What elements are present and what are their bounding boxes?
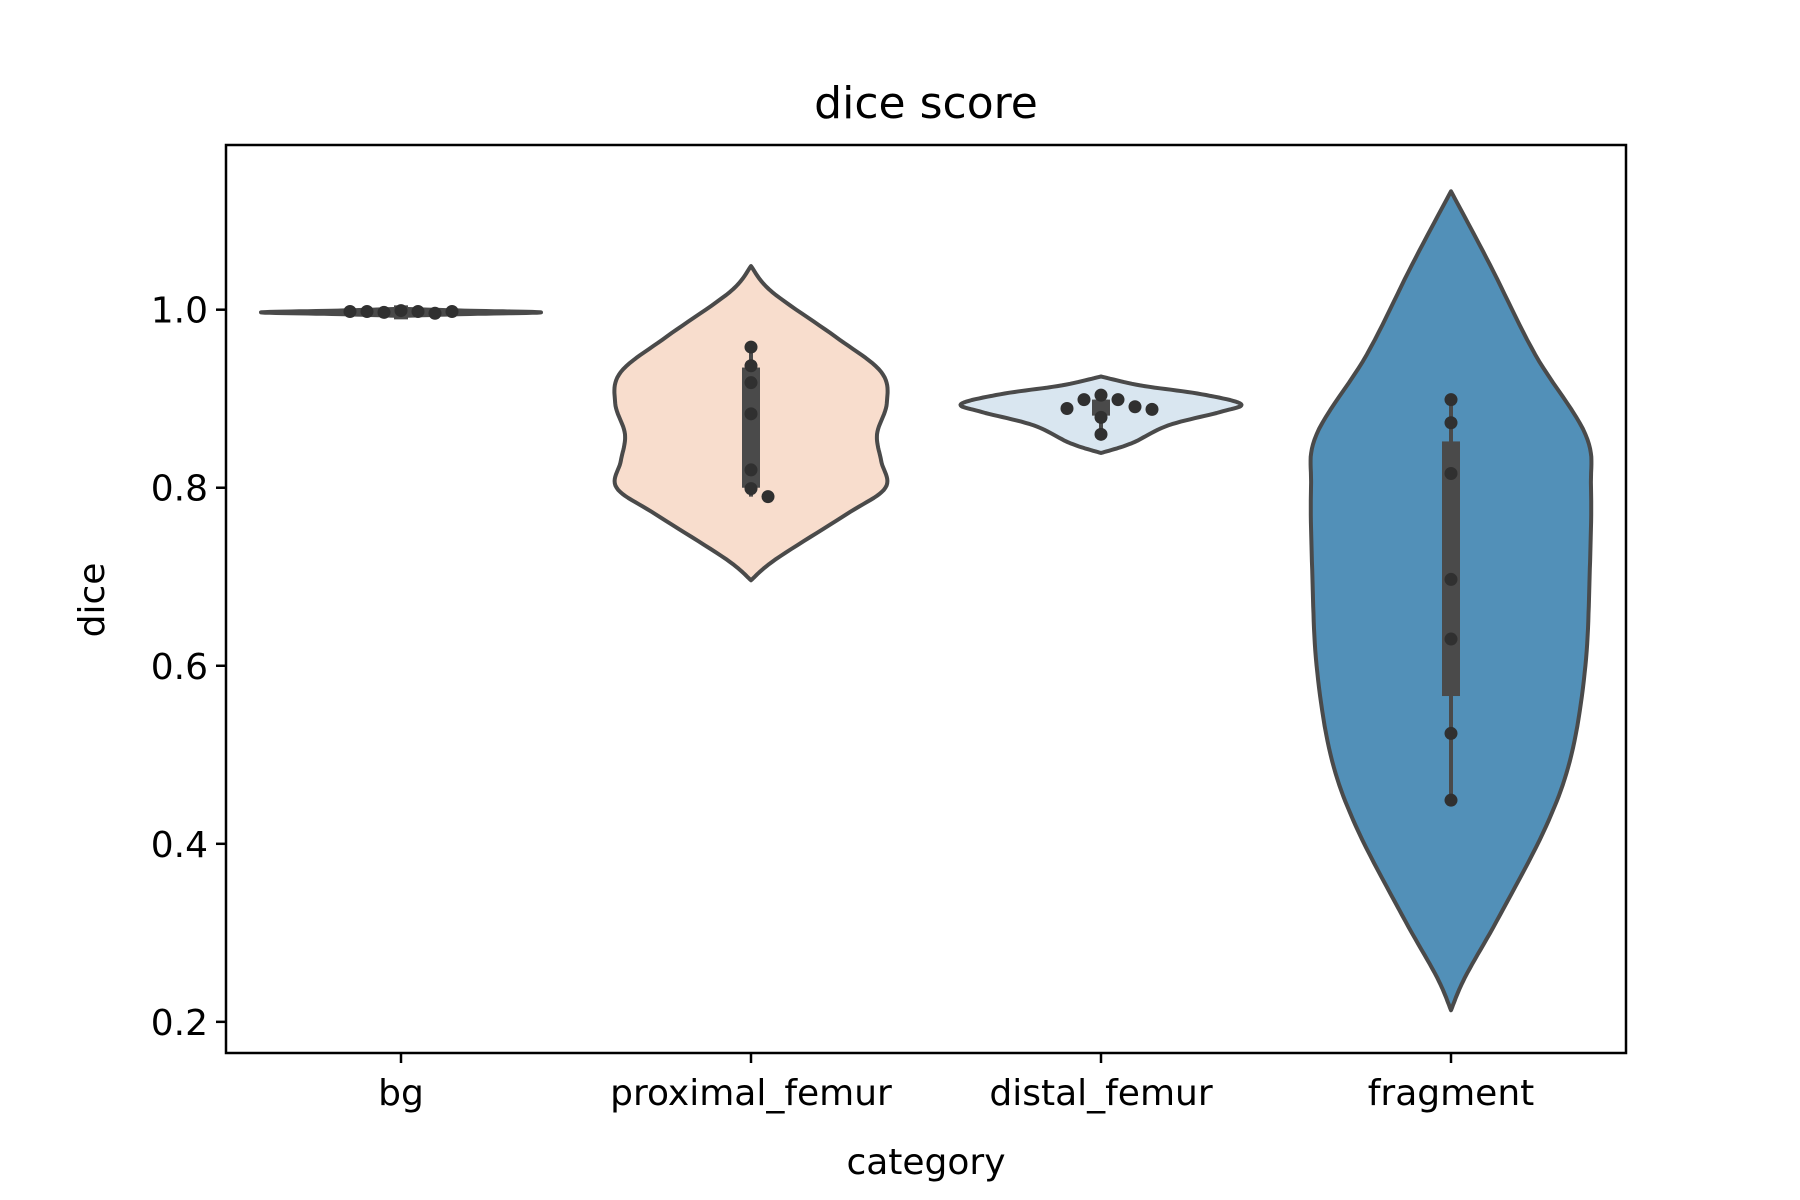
data-point [1094,410,1108,424]
data-point [1111,393,1125,407]
data-point [445,304,459,318]
y-tick-label: 0.8 [151,469,208,510]
data-point [744,407,758,421]
x-tick-label-distal-femur: distal_femur [989,1073,1212,1114]
data-point [761,490,775,504]
data-point [1444,572,1458,586]
violin-proximal-femur [612,264,890,583]
y-tick-label: 0.4 [151,825,208,866]
data-point [343,304,357,318]
data-point [744,376,758,390]
data-point [377,305,391,319]
x-tick-label-proximal-femur: proximal_femur [610,1073,892,1114]
data-point [744,359,758,373]
data-point [744,463,758,477]
iqr-box [742,367,760,488]
data-point [1077,393,1091,407]
data-point [1444,726,1458,740]
plot-frame [224,143,1628,1055]
data-point [1444,416,1458,430]
data-point [428,306,442,320]
iqr-box [1442,441,1460,697]
data-point [1060,401,1074,415]
x-axis-label: category [846,1142,1005,1183]
x-tick-label-fragment: fragment [1368,1073,1535,1114]
violin-fragment [1308,189,1594,1013]
x-tick-label-bg: bg [378,1073,424,1114]
y-tick-label: 0.2 [151,1003,208,1044]
data-point [1094,388,1108,402]
data-point [1128,400,1142,414]
data-point [744,482,758,496]
plot-area [259,189,1594,1013]
chart-title: dice score [814,78,1038,129]
data-point [1444,793,1458,807]
median-marker [1094,399,1108,414]
data-point [1444,632,1458,646]
data-point [1444,393,1458,407]
y-axis-label: dice [72,563,113,638]
data-point [394,304,408,318]
y-tick-label: 0.6 [151,647,208,688]
data-point [1094,427,1108,441]
violin-distal-femur [958,374,1244,455]
y-tick-label: 1.0 [151,291,208,332]
violin-bg [259,304,543,320]
data-point [411,304,425,318]
data-point [1444,466,1458,480]
x-axis: bg proximal_femur distal_femur fragment [378,1053,1534,1114]
y-axis: 0.2 0.4 0.6 0.8 1.0 [151,291,226,1044]
data-point [744,340,758,354]
data-point [360,304,374,318]
data-point [1145,402,1159,416]
